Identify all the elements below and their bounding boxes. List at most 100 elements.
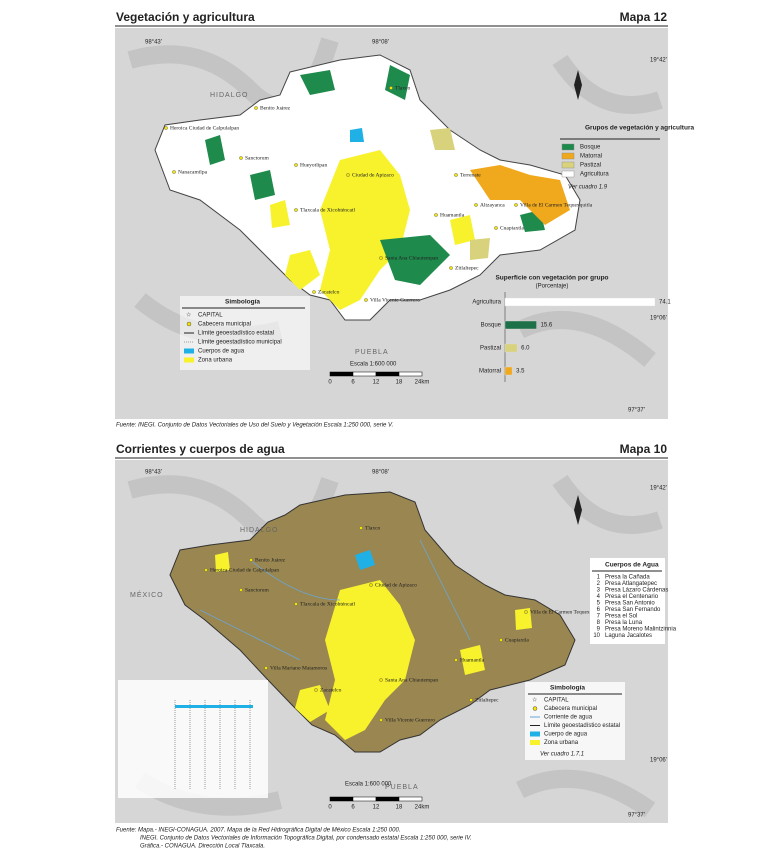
scale-segment — [352, 371, 377, 377]
urban-zone — [215, 552, 532, 740]
symbology-label: Cuerpo de agua — [544, 732, 588, 738]
place-label: Ciudad de Apizaco — [375, 582, 417, 588]
symbol: ☆ — [186, 312, 191, 319]
town-marker — [454, 173, 458, 177]
water-name: Presa San Fernando — [605, 607, 661, 613]
town-marker — [239, 156, 243, 160]
place-label: Villa Vicente Guerrero — [385, 717, 435, 723]
town-marker — [379, 718, 383, 722]
water-number: 7 — [597, 614, 601, 620]
water-name: Presa el Sol — [605, 614, 637, 620]
scale-label: 0 — [328, 380, 332, 386]
place-label: Nanacamilpa — [178, 169, 208, 175]
value-label: 15.6 — [541, 323, 553, 329]
water-name: Presa la Luna — [605, 620, 643, 626]
town-marker — [494, 226, 498, 230]
place-label: Villa de El Carmen Tequexquitla — [520, 202, 593, 208]
urban-zone — [320, 150, 410, 310]
scale-segment — [352, 796, 377, 802]
water-name: Presa Moreno Malintzinnia — [605, 627, 677, 633]
legend-title: Grupos de vegetación y agricultura — [585, 125, 694, 132]
bar — [504, 320, 537, 330]
water-name: Presa la Cañada — [605, 575, 650, 581]
symbology-box — [525, 682, 625, 760]
scale-label: 12 — [373, 805, 380, 811]
state-label: MÉXICO — [130, 590, 164, 599]
symbology-label: Zona urbana — [198, 358, 233, 364]
coordinate: 97°37' — [628, 408, 645, 414]
symbology-label: CAPITAL — [198, 313, 223, 319]
town-marker — [359, 526, 363, 530]
state-label: HIDALGO — [210, 92, 249, 99]
place-label: Benito Juárez — [260, 105, 291, 111]
north-arrow — [574, 495, 582, 525]
scale-text: Escala 1:600 000 — [345, 782, 392, 788]
state-label: PUEBLA — [355, 349, 389, 356]
place-label: Tlaxcala de Xicohténcatl — [300, 207, 355, 213]
symbology-title: Simbología — [550, 685, 585, 692]
town-marker — [369, 583, 373, 587]
symbology-title: Simbología — [225, 299, 260, 306]
chart-title: Superficie con vegetación por grupo — [495, 275, 608, 282]
place-label: Villa Mariano Matamoros — [270, 665, 327, 671]
scale-label: 18 — [396, 380, 403, 386]
coordinate: 98°43' — [145, 470, 162, 476]
scale-segment — [375, 796, 400, 802]
symbology-label: Corriente de agua — [544, 715, 593, 721]
state-label: HIDALGO — [240, 527, 279, 534]
place-label: Villa de El Carmen Tequexquitla — [530, 609, 603, 615]
place-label: Heroica Ciudad de Calpulalpan — [170, 125, 239, 131]
bar — [504, 343, 518, 353]
symbology-label: Límite geoestadístico estatal — [198, 331, 274, 337]
symbology-label: Cabecera municipal — [544, 706, 597, 712]
place-label: Villa Vicente Guerrero — [370, 297, 420, 303]
relief-texture — [127, 37, 663, 367]
water-number: 3 — [597, 588, 601, 594]
legend-swatch — [561, 152, 575, 160]
category-label: Matorral — [479, 369, 501, 375]
legend-swatch — [561, 143, 575, 151]
symbol — [530, 731, 540, 737]
place-label: Huamantla — [440, 212, 465, 218]
place-label: Tlaxco — [395, 85, 411, 91]
place-label: Hueyotlipan — [300, 162, 327, 168]
symbol: ☆ — [532, 697, 537, 704]
legend-label: Bosque — [580, 145, 601, 151]
map-title: Vegetación y agricultura — [116, 10, 255, 24]
place-label: Benito Juárez — [255, 557, 286, 563]
town-marker — [514, 203, 518, 207]
water-number: 1 — [597, 575, 601, 581]
coordinate: 19°42' — [650, 58, 667, 64]
town-marker — [294, 602, 298, 606]
town-marker — [264, 666, 268, 670]
source: INEGI. Conjunto de Datos Vectoriales de … — [140, 836, 472, 842]
water-name: Laguna Jacalotes — [605, 633, 652, 639]
water-legend-title: Cuerpos de Agua — [605, 562, 659, 569]
inset-chart-box — [118, 680, 268, 798]
map-number: Mapa 12 — [620, 10, 668, 24]
water-number: 8 — [597, 620, 601, 626]
water-legend-box — [590, 558, 665, 644]
source: Fuente: Mapa.- INEGI-CONAGUA. 2007. Mapa… — [116, 828, 400, 834]
water-number: 5 — [597, 601, 601, 607]
scale-label: 24km — [415, 380, 430, 386]
source: Fuente: INEGI. Conjunto de Datos Vectori… — [116, 423, 393, 429]
map-title: Corrientes y cuerpos de agua — [116, 442, 285, 456]
place-label: Zacatelco — [318, 289, 340, 295]
place-label: Zitlaltepec — [455, 265, 479, 271]
place-label: Altzayanca — [480, 202, 505, 208]
category-label: Agricultura — [472, 300, 501, 306]
legend-swatch — [561, 161, 575, 169]
town-marker — [524, 610, 528, 614]
town-marker — [454, 658, 458, 662]
town-marker — [389, 86, 393, 90]
town-marker — [254, 106, 258, 110]
value-label: 6.0 — [521, 346, 530, 352]
place-label: Sanctorum — [245, 587, 270, 593]
symbology-label: CAPITAL — [544, 698, 569, 704]
stream — [199, 539, 471, 661]
symbology-label: Zona urbana — [544, 740, 579, 746]
coordinate: 19°06' — [650, 316, 667, 322]
town-marker — [364, 298, 368, 302]
